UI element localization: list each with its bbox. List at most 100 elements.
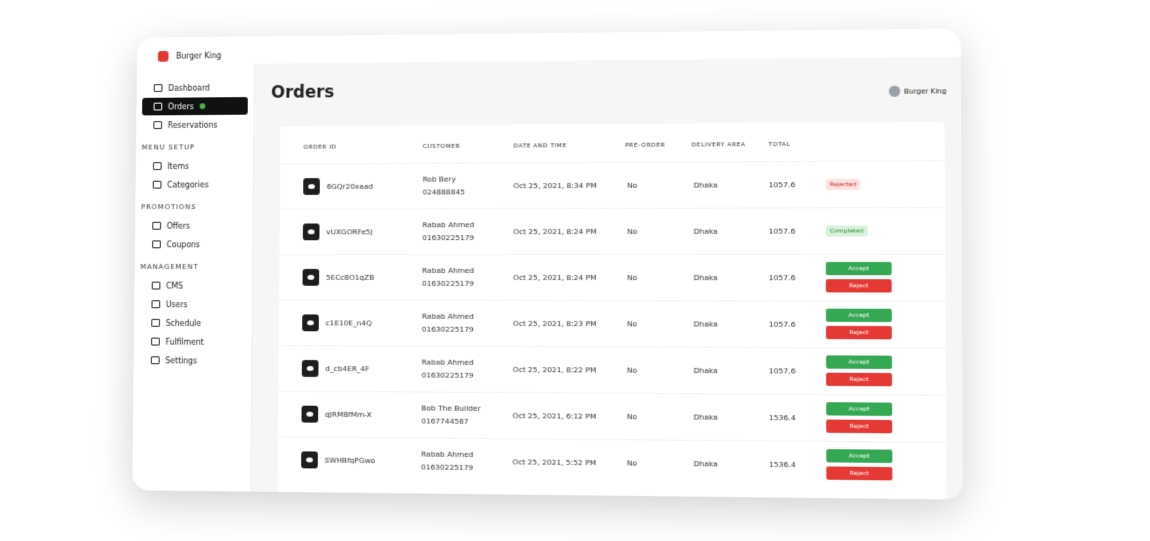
accept-button[interactable]: Accept	[826, 262, 892, 275]
customer-phone: 0167744587	[421, 414, 468, 427]
avatar	[889, 86, 900, 97]
nav-icon	[151, 356, 160, 364]
column-header: DATE AND TIME	[514, 142, 567, 149]
nav-item[interactable]: Coupons	[141, 235, 247, 253]
reject-button[interactable]: Reject	[826, 420, 892, 434]
total: 1536.4	[769, 411, 796, 424]
nav-item[interactable]: Users	[140, 295, 246, 313]
pre-order: No	[627, 225, 637, 238]
total: 1057.6	[769, 178, 796, 191]
accept-button[interactable]: Accept	[826, 449, 892, 463]
app-window: Burger King Dashboard Orders Reservations ME…	[132, 28, 963, 499]
delivery-area: Dhaka	[694, 271, 718, 284]
section-title: MANAGEMENT	[140, 263, 252, 271]
nav-label: Categories	[167, 180, 209, 189]
customer-name: Rabab Ahmed	[422, 264, 474, 277]
accept-button[interactable]: Accept	[826, 402, 892, 416]
user-menu[interactable]: Burger King	[889, 85, 947, 97]
section-title: MENU SETUP	[142, 143, 254, 151]
pre-order: No	[627, 179, 637, 192]
reject-button[interactable]: Reject	[826, 326, 892, 339]
nav-item[interactable]: Offers	[141, 217, 247, 235]
nav-icon	[152, 240, 161, 248]
brand-name: Burger King	[176, 51, 221, 60]
nav-item[interactable]: Reservations	[142, 116, 248, 134]
delivery-area: Dhaka	[694, 364, 718, 377]
customer-name: Rabab Ahmed	[422, 356, 474, 369]
order-id: vUXGORFe5j	[326, 225, 372, 238]
date-time: Oct 25, 2021, 8:22 PM	[513, 363, 597, 376]
main: Orders Burger King ORDER ID CUSTOMER DATE …	[250, 28, 963, 499]
table-row: qJRMBfMm-X Bob The Builder 0167744587 Oct 2…	[278, 391, 946, 443]
date-time: Oct 25, 2021, 8:34 PM	[513, 179, 596, 192]
delivery-area: Dhaka	[694, 225, 718, 238]
view-button[interactable]	[303, 223, 320, 240]
nav-icon	[153, 162, 162, 170]
nav-item[interactable]: Fulfilment	[140, 333, 246, 351]
column-header: PRE-ORDER	[625, 142, 665, 149]
customer-phone: 01630225179	[422, 369, 474, 382]
table-row: SWHBfqPGwo Rabab Ahmed 01630225179 Oct 25, …	[278, 436, 947, 490]
table-row: 5ECc8O1qZB Rabab Ahmed 01630225179 Oct 25, …	[279, 254, 945, 302]
customer-phone: 024888845	[422, 185, 464, 198]
nav-list: Dashboard Orders Reservations MENU SETUP Ite…	[134, 77, 254, 370]
nav-item[interactable]: CMS	[140, 277, 246, 295]
brand[interactable]: Burger King	[158, 50, 222, 61]
nav-label: Fulfilment	[166, 337, 204, 346]
nav-icon	[154, 103, 163, 111]
table-row: vUXGORFe5j Rabab Ahmed 01630225179 Oct 25, …	[279, 207, 945, 255]
view-button[interactable]	[301, 451, 318, 468]
customer-phone: 01630225179	[422, 277, 474, 290]
accept-button[interactable]: Accept	[826, 355, 892, 369]
nav-icon	[151, 300, 160, 308]
nav-label: Reservations	[168, 120, 218, 129]
nav-label: Schedule	[166, 318, 201, 327]
date-time: Oct 25, 2021, 6:12 PM	[513, 409, 597, 423]
table-row: c1E10E_n4Q Rabab Ahmed 01630225179 Oct 25, …	[279, 300, 946, 349]
view-button[interactable]	[302, 314, 319, 331]
view-button[interactable]	[302, 360, 319, 377]
date-time: Oct 25, 2021, 8:24 PM	[513, 225, 597, 238]
nav-label: Users	[166, 300, 188, 309]
order-id: 6GQr20xaad	[327, 180, 373, 193]
column-header: CUSTOMER	[423, 143, 460, 150]
nav-label: Offers	[167, 221, 190, 230]
date-time: Oct 25, 2021, 5:52 PM	[512, 455, 596, 469]
order-id: qJRMBfMm-X	[325, 408, 372, 421]
status-dot	[200, 103, 206, 109]
date-time: Oct 25, 2021, 8:24 PM	[513, 271, 597, 284]
brand-logo	[158, 51, 169, 62]
topbar	[254, 28, 961, 63]
order-id: c1E10E_n4Q	[326, 316, 372, 329]
view-button[interactable]	[301, 406, 318, 423]
nav-label: Dashboard	[168, 83, 210, 92]
nav-label: Settings	[165, 356, 197, 365]
nav-item[interactable]: Dashboard	[142, 78, 248, 96]
view-button[interactable]	[303, 269, 320, 286]
column-header: TOTAL	[768, 141, 790, 148]
pre-order: No	[627, 317, 637, 330]
nav-item[interactable]: Schedule	[140, 314, 246, 332]
total: 1536.4	[769, 458, 796, 472]
nav-item[interactable]: Orders	[142, 97, 248, 115]
nav-item[interactable]: Categories	[141, 175, 247, 193]
delivery-area: Dhaka	[694, 178, 718, 191]
customer-name: Bob The Builder	[421, 401, 480, 414]
accept-button[interactable]: Accept	[826, 309, 892, 322]
total: 1057.6	[769, 318, 796, 331]
view-button[interactable]	[303, 178, 320, 195]
order-id: d_cb4ER_4F	[325, 362, 369, 375]
nav-item[interactable]: Items	[141, 157, 247, 175]
order-id: SWHBfqPGwo	[325, 454, 376, 467]
nav-label: Orders	[168, 102, 194, 111]
section-title: PROMOTIONS	[141, 203, 253, 211]
total: 1057.6	[769, 225, 796, 238]
status-badge: Completed	[826, 225, 868, 236]
nav-item[interactable]: Settings	[139, 351, 245, 369]
reject-button[interactable]: Reject	[826, 279, 892, 292]
reject-button[interactable]: Reject	[826, 373, 892, 387]
nav-icon	[151, 319, 160, 327]
reject-button[interactable]: Reject	[826, 466, 892, 480]
date-time: Oct 25, 2021, 8:23 PM	[513, 317, 597, 330]
delivery-area: Dhaka	[694, 410, 718, 423]
